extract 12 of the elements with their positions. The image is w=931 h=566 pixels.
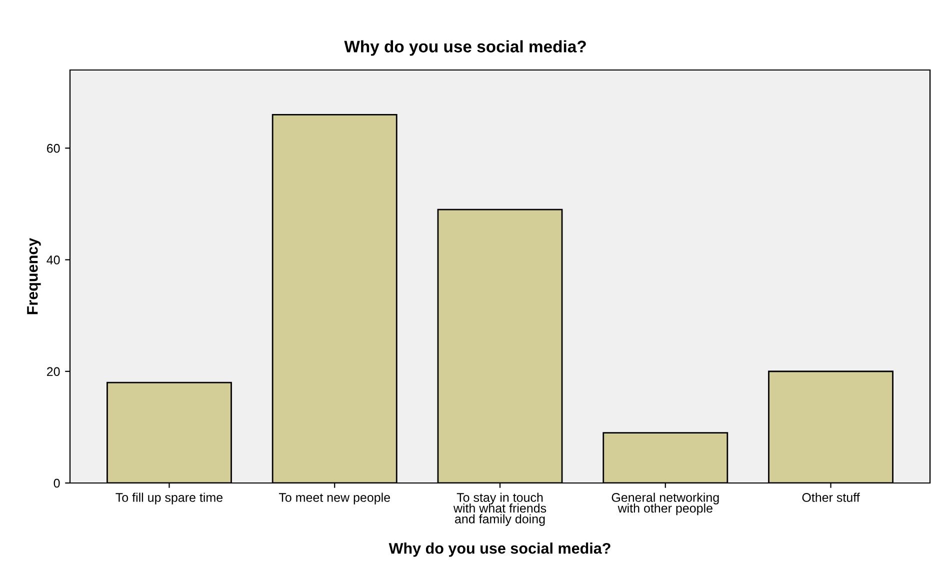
x-axis-title: Why do you use social media? <box>388 542 610 557</box>
y-tick-label: 20 <box>47 367 60 376</box>
y-tick-label: 40 <box>46 256 60 264</box>
x-tick-label: To stay in touch with what friends and family doing <box>453 492 546 526</box>
x-tick-label: To meet new people <box>278 492 390 504</box>
y-tick-label: 0 <box>54 478 60 488</box>
x-tick-label: To fill up spare time <box>116 492 223 504</box>
y-tick-label: 60 <box>47 144 60 153</box>
y-axis-title: Frequency <box>27 238 41 314</box>
x-tick-label: Other stuff <box>802 492 860 502</box>
chart-title: Why do you use social media? <box>344 40 586 56</box>
x-tick-label: General networking with other people <box>612 492 719 516</box>
